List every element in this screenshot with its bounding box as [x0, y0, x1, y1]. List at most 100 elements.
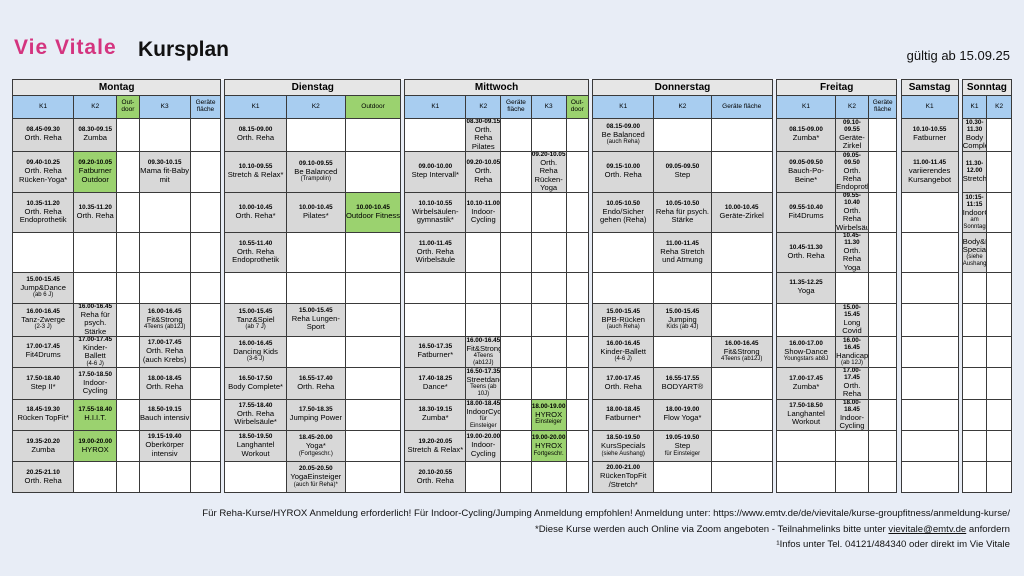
slot-gap	[896, 399, 902, 431]
empty-cell	[189, 192, 222, 234]
valid-from: gültig ab 15.09.25	[906, 48, 1010, 63]
course-name: Reha Lungen-Sport	[291, 314, 340, 332]
course-name: Step	[674, 170, 691, 180]
empty-cell	[592, 232, 655, 273]
course-time: 10.10-09.55	[238, 163, 273, 171]
course-time: 10:15-11:15	[965, 194, 984, 208]
slot-gap	[588, 118, 593, 152]
course-name: Orth. Reha	[604, 170, 642, 180]
empty-cell	[961, 303, 988, 337]
slot-gap	[896, 303, 902, 337]
course-name: Step II*	[30, 381, 56, 391]
course-cell: 17.00-17.45 Orth. Reha (auch Krebs)	[138, 335, 191, 369]
course-name: Orth. Reha Rücken-Yoga	[534, 157, 563, 192]
course-time: 17.50-18.40	[26, 374, 60, 382]
course-name: IndoorCycling	[962, 207, 986, 217]
course-name: Orth. Reha Endoprothetik	[19, 206, 67, 225]
slot-gap	[400, 272, 405, 304]
empty-cell	[344, 232, 402, 273]
course-cell: 09.10-09.55 Be Balanced (Trampolin)	[285, 150, 346, 194]
course-cell: Body&Mind Specials(siehe Aushang)	[961, 232, 988, 273]
course-name: Orth. Reha	[604, 381, 642, 391]
course-cell: 10.10-09.55 Stretch & Relax*	[224, 150, 287, 194]
course-time: 11.30-12.00	[965, 160, 984, 174]
slot-gap	[896, 367, 902, 400]
course-cell: 20.05-20.50 YogaEinsteiger (auch für Reha)…	[285, 461, 346, 494]
course-time: 10.05-10.50	[606, 199, 641, 207]
course-time: 10.45-11.30	[789, 243, 823, 251]
slot-gap	[220, 461, 225, 493]
slot-gap	[400, 303, 405, 337]
course-cell: 20.25-21.10 Orth. Reha	[11, 461, 75, 494]
course-cell: 15.00-15.45 Jump&Dance (ab 6 J)	[11, 272, 75, 304]
course-cell: 19.35-20.20 Zumba	[11, 430, 75, 463]
course-name: Reha für psych. Stärke	[80, 309, 110, 336]
course-note: (Trampolin)	[300, 176, 332, 183]
empty-cell	[986, 303, 1012, 337]
empty-cell	[138, 232, 191, 273]
course-cell: 09.05-09.50 Bauch-Po-Beine*	[775, 150, 837, 194]
empty-cell	[116, 335, 140, 369]
footer-email-link[interactable]: vievitale@emtv.de	[888, 524, 967, 535]
empty-cell	[73, 232, 118, 273]
course-time: 09.55-10.40	[789, 204, 823, 212]
course-cell: 17.55-18.40 Orth. Reha Wirbelsäule*	[224, 398, 287, 432]
course-cell: 17.00-17.45 Fit4Drums	[11, 335, 75, 369]
course-cell: 19.00-20.00 HYROX	[73, 430, 118, 463]
course-time: 11.00-11.45	[418, 239, 452, 247]
empty-cell	[224, 461, 287, 494]
empty-cell	[116, 150, 140, 194]
day-header: Dienstag	[224, 79, 402, 96]
day-header: Freitag	[775, 79, 898, 96]
empty-cell	[986, 232, 1012, 273]
empty-cell	[986, 335, 1012, 369]
column-header: Out-door	[565, 95, 589, 119]
course-cell: 10.05-10.50 Endo/Sicher gehen (Reha)	[592, 192, 655, 234]
empty-cell	[138, 118, 191, 152]
course-cell: 18.30-19.15 Zumba*	[404, 398, 467, 432]
empty-cell	[961, 367, 988, 400]
course-time: 10.00-10.45	[238, 204, 273, 212]
course-cell: 10.45-11.30 Orth. Reha Yoga	[835, 232, 869, 273]
empty-cell	[710, 303, 773, 337]
empty-cell	[189, 367, 222, 400]
footer-online-note: *Diese Kurse werden auch Online via Zoom…	[535, 524, 1010, 535]
empty-cell	[900, 430, 959, 463]
day-gap	[220, 79, 225, 96]
column-header: K2	[465, 95, 502, 119]
course-time: 08.15-09.00	[606, 123, 641, 131]
empty-cell	[565, 192, 589, 234]
empty-cell	[138, 192, 191, 234]
course-time: 10.00-10.45	[299, 204, 333, 212]
empty-cell	[530, 118, 567, 152]
course-name: Fatburner Outdoor	[78, 166, 112, 184]
slot-gap	[772, 232, 777, 273]
slot-gap	[772, 151, 777, 193]
course-name: Reha für psych. Stärke	[655, 206, 710, 225]
course-note: Teens (ab 10J)	[470, 384, 497, 398]
empty-cell	[344, 461, 402, 494]
course-name: Zumba	[31, 444, 55, 454]
empty-cell	[867, 461, 898, 494]
course-cell: 17.50-18.50 Indoor-Cycling	[73, 367, 118, 400]
course-cell: 11.00-11.45 variierendes Kursangebot	[900, 150, 959, 194]
course-name: Zumba*	[792, 133, 820, 143]
course-name: Orth. Reha (auch Krebs)	[142, 346, 187, 364]
course-time: 09.40-10.25	[26, 159, 60, 167]
course-cell: 17.00-17.45 Orth. Reha	[835, 367, 869, 400]
brand-logo: Vie Vitale	[14, 36, 117, 59]
course-cell: 10.35-11.20 Orth. Reha Endoprothetik	[11, 192, 75, 234]
empty-cell	[867, 232, 898, 273]
slot-gap	[772, 399, 777, 431]
empty-cell	[500, 367, 532, 400]
course-cell: 16.55-17.55 BODYART®	[653, 367, 712, 400]
course-time: 09.30-10.15	[147, 159, 182, 167]
slot-gap	[220, 272, 225, 304]
course-time: 19.35-20.20	[26, 437, 60, 445]
column-header: K1	[224, 95, 287, 119]
course-time: 08.30-09.15	[78, 126, 113, 134]
slot-gap	[772, 367, 777, 400]
slot-gap	[772, 336, 777, 368]
course-note: Einsteiger	[535, 419, 562, 426]
